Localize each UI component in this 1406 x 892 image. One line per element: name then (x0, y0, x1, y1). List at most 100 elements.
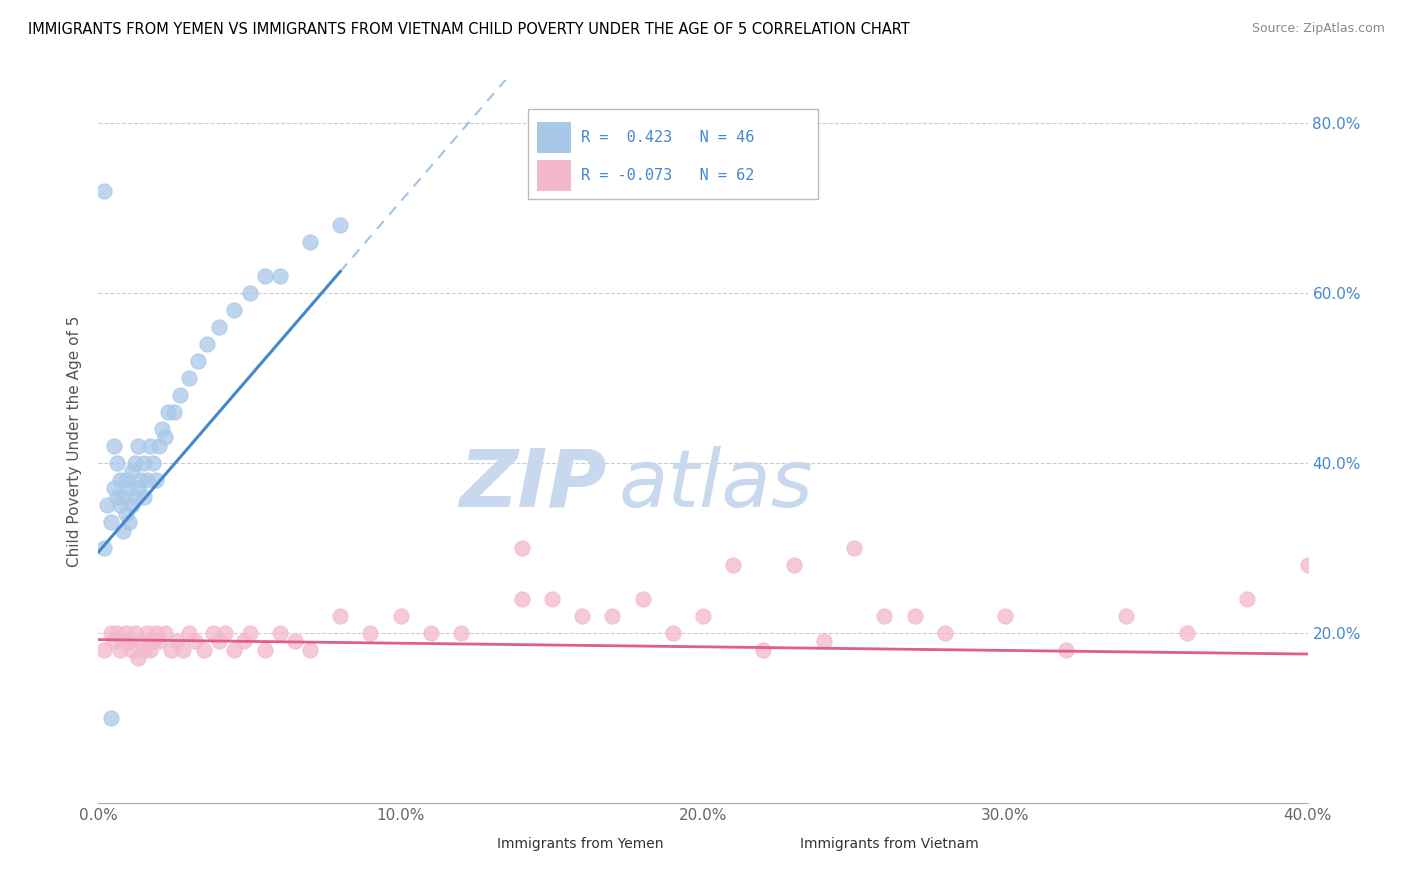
Point (179, 371, 201, 385)
Point (602, 608, 624, 623)
Point (145, 473, 167, 487)
Point (224, 642, 246, 657)
Point (253, 268, 276, 283)
Point (994, 608, 1017, 623)
Point (127, 481, 149, 495)
Point (148, 634, 170, 648)
Point (111, 490, 134, 504)
Point (232, 634, 254, 648)
Text: R = -0.073   N = 62: R = -0.073 N = 62 (581, 169, 754, 183)
Point (142, 634, 165, 648)
Point (224, 302, 246, 317)
Point (1236, 591, 1258, 606)
Point (105, 456, 128, 470)
Point (510, 591, 533, 606)
Point (153, 430, 176, 444)
Point (156, 405, 179, 419)
Point (124, 490, 146, 504)
Point (299, 642, 322, 657)
Point (208, 319, 231, 334)
Point (169, 388, 191, 402)
Point (269, 268, 291, 283)
Point (127, 439, 149, 453)
Point (105, 625, 128, 640)
Point (150, 422, 173, 436)
Point (269, 625, 291, 640)
Point (121, 642, 143, 657)
Point (148, 439, 170, 453)
Point (114, 625, 136, 640)
Point (389, 608, 412, 623)
FancyBboxPatch shape (456, 833, 489, 855)
FancyBboxPatch shape (758, 833, 792, 855)
FancyBboxPatch shape (537, 161, 571, 191)
Point (195, 336, 218, 351)
Point (139, 439, 162, 453)
Point (118, 516, 141, 530)
Point (114, 507, 136, 521)
Point (100, 516, 122, 530)
Point (1115, 608, 1137, 623)
Point (239, 625, 262, 640)
Point (103, 481, 125, 495)
Point (121, 498, 143, 512)
Point (420, 625, 443, 640)
Point (184, 634, 207, 648)
Point (103, 439, 125, 453)
Text: Immigrants from Vietnam: Immigrants from Vietnam (800, 837, 979, 851)
Point (202, 625, 225, 640)
Point (783, 558, 806, 572)
Point (111, 524, 134, 538)
Point (299, 235, 322, 249)
Point (329, 608, 352, 623)
Point (124, 456, 146, 470)
Point (163, 405, 186, 419)
Point (284, 634, 307, 648)
Point (135, 625, 157, 640)
Point (124, 625, 146, 640)
Point (139, 642, 162, 657)
Point (510, 541, 533, 555)
Point (540, 591, 562, 606)
Point (132, 490, 155, 504)
Point (172, 642, 194, 657)
Point (108, 642, 131, 657)
Point (1296, 558, 1319, 572)
Point (329, 218, 352, 232)
Point (571, 608, 593, 623)
Point (118, 634, 141, 648)
Point (873, 608, 896, 623)
Point (129, 634, 152, 648)
FancyBboxPatch shape (527, 109, 818, 200)
Point (179, 625, 201, 640)
Point (904, 608, 927, 623)
Point (132, 642, 155, 657)
Point (93, 642, 115, 657)
Point (360, 625, 382, 640)
Point (752, 642, 775, 657)
Point (105, 490, 128, 504)
Point (166, 634, 188, 648)
Text: atlas: atlas (619, 446, 813, 524)
Point (187, 353, 209, 368)
Point (127, 651, 149, 665)
Text: ZIP: ZIP (458, 446, 606, 524)
Point (145, 625, 167, 640)
Point (108, 473, 131, 487)
Point (114, 473, 136, 487)
Point (1054, 642, 1077, 657)
Point (214, 625, 236, 640)
Text: Source: ZipAtlas.com: Source: ZipAtlas.com (1251, 22, 1385, 36)
Point (96, 498, 118, 512)
Point (153, 625, 176, 640)
Point (844, 541, 866, 555)
FancyBboxPatch shape (537, 122, 571, 153)
Point (1175, 625, 1198, 640)
Point (692, 608, 714, 623)
Point (121, 464, 143, 478)
Point (450, 625, 472, 640)
Y-axis label: Child Poverty Under the Age of 5: Child Poverty Under the Age of 5 (67, 316, 83, 567)
Point (111, 634, 134, 648)
Point (100, 625, 122, 640)
Text: R =  0.423   N = 46: R = 0.423 N = 46 (581, 130, 754, 145)
